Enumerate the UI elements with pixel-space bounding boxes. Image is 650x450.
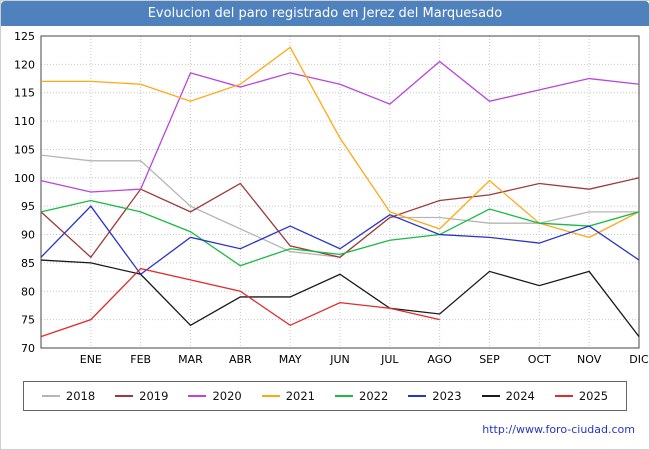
legend-item-2025: 2025 [554, 389, 609, 403]
svg-text:JUL: JUL [380, 353, 399, 366]
series-line-2018 [40, 154, 639, 258]
legend-label-2022: 2022 [359, 389, 389, 403]
footer-url-link[interactable]: http://www.foro-ciudad.com [482, 423, 635, 436]
legend-swatch-2018 [41, 395, 60, 397]
series-line-2020 [40, 60, 640, 193]
svg-text:ENE: ENE [80, 353, 102, 366]
svg-text:SEP: SEP [479, 353, 500, 366]
svg-text:95: 95 [21, 200, 35, 213]
legend-label-2025: 2025 [578, 389, 609, 403]
svg-text:125: 125 [14, 30, 35, 43]
legend-swatch-2023 [408, 395, 427, 397]
svg-text:OCT: OCT [528, 353, 551, 366]
legend-label-2018: 2018 [65, 389, 96, 403]
svg-text:NOV: NOV [577, 353, 602, 366]
svg-text:110: 110 [14, 115, 35, 128]
svg-text:70: 70 [21, 342, 35, 355]
svg-text:85: 85 [21, 257, 35, 270]
series-line-2022 [40, 199, 640, 267]
legend-item-2022: 2022 [335, 389, 388, 403]
svg-text:115: 115 [14, 87, 35, 100]
legend-swatch-2020 [188, 395, 207, 397]
legend-item-2018: 2018 [41, 389, 96, 403]
legend-label-2024: 2024 [505, 389, 535, 403]
svg-text:MAR: MAR [178, 353, 203, 366]
svg-text:100: 100 [14, 172, 35, 185]
legend-label-2023: 2023 [432, 389, 462, 403]
legend-item-2024: 2024 [481, 389, 535, 403]
svg-text:105: 105 [14, 143, 35, 156]
svg-text:FEB: FEB [130, 353, 151, 366]
svg-text:DIC: DIC [629, 353, 649, 366]
series-line-2024 [40, 259, 640, 338]
svg-text:MAY: MAY [279, 353, 302, 366]
legend: 2018 2019 2020 2021 2022 2023 2024 2025 [22, 381, 628, 411]
legend-item-2019: 2019 [115, 389, 168, 403]
svg-text:80: 80 [21, 285, 35, 298]
svg-text:120: 120 [14, 58, 35, 71]
unemployment-line-chart: 70 75 80 85 90 95 100 105 110 115 120 125 ENE FEB MAR A… [14, 30, 649, 366]
legend-swatch-2021 [261, 395, 280, 397]
svg-text:75: 75 [21, 314, 35, 327]
legend-swatch-2019 [115, 395, 134, 397]
legend-item-2020: 2020 [188, 389, 242, 403]
chart-title-bar: Evolucion del paro registrado en Jerez d… [1, 1, 649, 26]
legend-item-2021: 2021 [261, 389, 315, 403]
legend-swatch-2022 [335, 395, 353, 397]
legend-label-2021: 2021 [285, 389, 315, 403]
legend-label-2019: 2019 [139, 389, 169, 403]
svg-text:JUN: JUN [329, 353, 350, 366]
svg-text:ABR: ABR [229, 353, 252, 366]
svg-text:90: 90 [21, 229, 35, 242]
legend-item-2023: 2023 [408, 389, 462, 403]
legend-swatch-2025 [554, 395, 573, 397]
series-line-2025 [40, 267, 440, 338]
svg-text:AGO: AGO [427, 353, 452, 366]
legend-swatch-2024 [481, 395, 500, 397]
footer: http://www.foro-ciudad.com [1, 411, 649, 436]
legend-label-2020: 2020 [212, 389, 242, 403]
